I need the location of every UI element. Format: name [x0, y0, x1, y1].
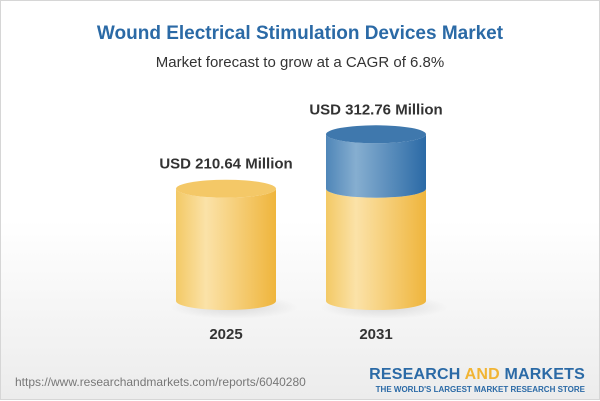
bar-top-2025 [176, 179, 276, 198]
bar-growth-2031 [326, 134, 426, 198]
source-url[interactable]: https://www.researchandmarkets.com/repor… [15, 375, 306, 389]
x-tick-label: 2031 [359, 326, 392, 343]
chart-title: Wound Electrical Stimulation Devices Mar… [96, 23, 504, 44]
research-and-markets-logo: RESEARCH AND MARKETS THE WORLD'S LARGEST… [369, 366, 585, 394]
data-label: USD 312.76 Million [309, 101, 442, 118]
logo-tagline: THE WORLD'S LARGEST MARKET RESEARCH STOR… [375, 385, 585, 394]
x-tick-label: 2025 [209, 326, 242, 343]
data-label: USD 210.64 Million [159, 156, 292, 173]
bar-base-2025 [176, 188, 276, 310]
chart-subtitle: Market forecast to grow at a CAGR of 6.8… [155, 54, 445, 71]
bar-top-2031 [326, 125, 426, 144]
bar-base-2031 [326, 188, 426, 310]
